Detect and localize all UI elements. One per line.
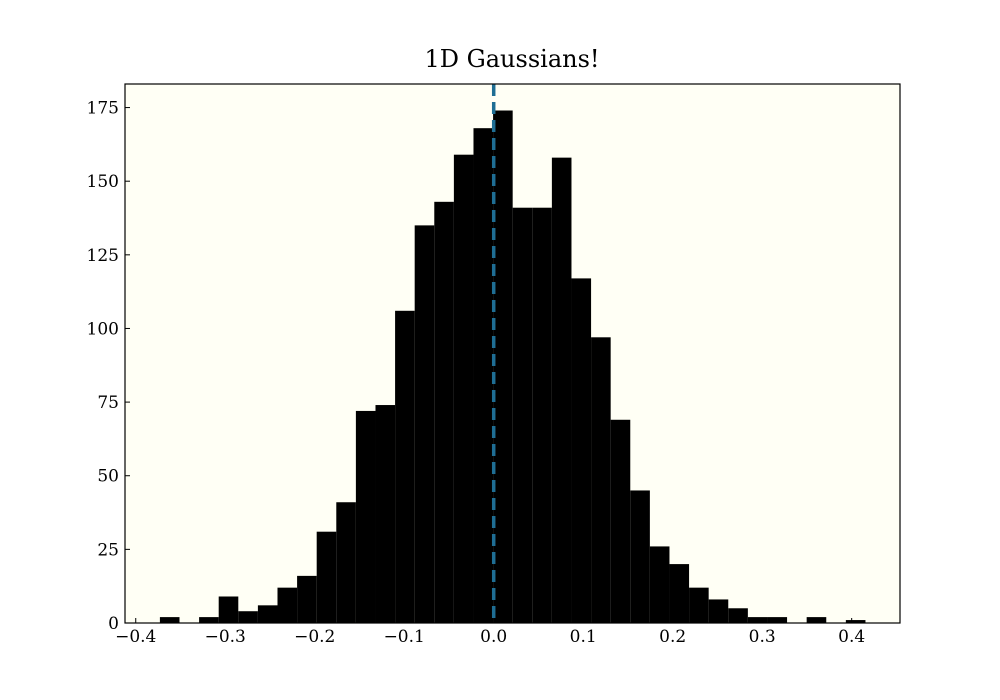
- y-tick-label: 100: [87, 319, 119, 339]
- bar: [610, 419, 631, 623]
- y-tick-label: 150: [87, 172, 119, 192]
- bar: [845, 620, 866, 623]
- bar: [728, 608, 748, 623]
- bar: [512, 207, 533, 623]
- y-tick-label: 0: [108, 614, 119, 634]
- bar: [159, 617, 180, 623]
- x-tick-label: 0.1: [570, 627, 597, 647]
- x-tick-label: 0.4: [838, 627, 865, 647]
- x-tick-label: −0.3: [205, 627, 246, 647]
- bar: [434, 201, 454, 623]
- x-tick-label: −0.2: [294, 627, 335, 647]
- bar: [591, 337, 611, 623]
- bar: [551, 157, 572, 623]
- bar: [336, 502, 356, 623]
- y-tick-label: 75: [97, 393, 119, 413]
- bar: [747, 617, 768, 623]
- chart-title: 1D Gaussians!: [424, 45, 599, 73]
- bar: [453, 154, 474, 623]
- bar: [708, 599, 729, 623]
- bar: [630, 490, 650, 623]
- x-tick-label: 0.0: [480, 627, 507, 647]
- bar: [493, 110, 513, 624]
- bar: [375, 405, 396, 623]
- bar: [669, 564, 690, 623]
- bar: [571, 278, 592, 623]
- bar: [199, 617, 219, 623]
- bar: [806, 617, 827, 623]
- x-tick-label: −0.1: [384, 627, 425, 647]
- bar: [649, 546, 670, 623]
- bar: [473, 128, 494, 623]
- y-tick-label: 125: [87, 246, 119, 266]
- bar: [355, 410, 376, 623]
- y-tick-label: 50: [97, 467, 119, 487]
- plot-frame: [124, 83, 901, 624]
- bar: [532, 207, 552, 623]
- bar: [316, 531, 337, 623]
- y-tick-label: 175: [87, 99, 119, 119]
- bar: [238, 611, 258, 623]
- bar: [277, 587, 298, 623]
- y-tick-label: 25: [97, 540, 119, 560]
- bar: [395, 310, 415, 623]
- bar: [689, 587, 709, 623]
- x-tick-label: 0.3: [749, 627, 776, 647]
- x-tick-label: −0.4: [115, 627, 156, 647]
- bar: [218, 596, 239, 623]
- x-tick-label: 0.2: [659, 627, 686, 647]
- bar: [767, 617, 788, 623]
- bar: [414, 225, 435, 623]
- bar: [297, 575, 317, 623]
- bar: [257, 605, 278, 623]
